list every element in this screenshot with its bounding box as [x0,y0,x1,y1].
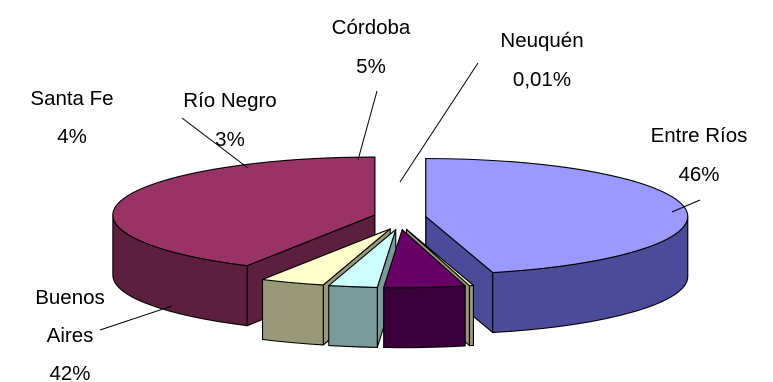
leader-rio-negro [181,117,249,169]
slice-santa-fe-top [261,228,391,286]
slice-rio-negro-side [328,285,378,348]
label-santa-fe-value: 4% [57,125,87,148]
slice-neuquen-side [468,284,474,347]
leader-lines [99,62,701,331]
label-neuquen-value: 0,01% [513,68,571,91]
slice-entre-rios [425,157,689,334]
label-buenos-aires-name-line1: Buenos [35,286,105,309]
label-entre-rios-value: 46% [678,163,719,186]
slice-cordoba-side [383,285,466,349]
label-rio-negro-name: Río Negro [183,89,276,112]
leader-buenos-aires [99,305,173,331]
slice-rio-negro-top [328,228,397,288]
data-labels: Entre Ríos 46% Neuquén 0,01% Córdoba 5% … [30,16,747,382]
slice-neuquen-top [405,228,474,287]
label-buenos-aires-name-line2: Aires [47,324,94,347]
slice-cordoba-top [383,229,466,289]
label-santa-fe-name: Santa Fe [30,87,113,110]
label-cordoba-value: 5% [356,55,386,78]
label-buenos-aires-value: 42% [49,362,90,382]
leader-neuquen [399,62,479,183]
label-entre-rios-name: Entre Ríos [651,124,748,147]
label-cordoba-name: Córdoba [332,16,411,39]
slice-cordoba [383,229,466,349]
leader-entre-rios [671,199,701,213]
slices-layer [112,156,689,349]
leader-cordoba [357,90,378,161]
slice-entre-rios-top [425,157,689,274]
label-neuquen-name: Neuquén [500,29,583,52]
label-rio-negro-value: 3% [215,128,245,151]
slice-santa-fe-side [261,278,324,346]
slice-buenos-aires-top [112,156,376,267]
